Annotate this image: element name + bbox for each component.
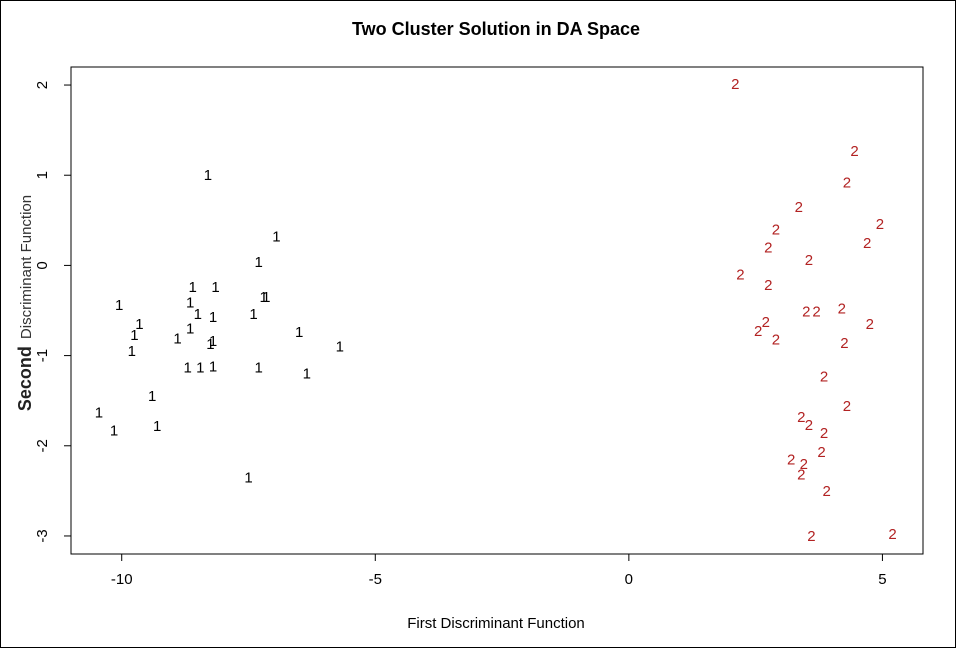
chart-title: Two Cluster Solution in DA Space <box>352 19 640 39</box>
y-tick-label: 0 <box>34 261 51 269</box>
x-tick-label: -5 <box>369 571 382 588</box>
data-point-cluster-2: 2 <box>797 467 805 484</box>
data-point-cluster-2: 2 <box>838 301 846 318</box>
data-point-cluster-2: 2 <box>800 456 808 473</box>
data-point-cluster-1: 1 <box>303 366 311 383</box>
data-point-cluster-2: 2 <box>812 303 820 320</box>
data-point-cluster-2: 2 <box>805 417 813 434</box>
data-point-cluster-2: 2 <box>754 323 762 340</box>
data-point-cluster-1: 1 <box>148 388 156 405</box>
data-point-cluster-1: 1 <box>173 330 181 347</box>
data-point-cluster-1: 1 <box>336 339 344 356</box>
svg-text:Second Discriminant Fu: Second Discriminant Function <box>15 195 35 411</box>
data-point-cluster-2: 2 <box>802 303 810 320</box>
data-point-cluster-2: 2 <box>797 409 805 426</box>
y-tick-label: -1 <box>34 349 51 362</box>
data-point-cluster-2: 2 <box>822 483 830 500</box>
data-point-cluster-2: 2 <box>762 314 770 331</box>
data-point-cluster-2: 2 <box>863 235 871 252</box>
x-tick-label: 5 <box>878 571 886 588</box>
data-point-cluster-1: 1 <box>128 343 136 360</box>
data-point-cluster-1: 1 <box>196 359 204 376</box>
data-point-cluster-2: 2 <box>876 216 884 233</box>
data-point-cluster-1: 1 <box>260 289 268 306</box>
data-point-cluster-2: 2 <box>736 266 744 283</box>
y-axis: -3 -2 -1 0 1 2 <box>34 81 72 543</box>
x-tick-label: 0 <box>625 571 633 588</box>
data-point-cluster-1: 1 <box>209 358 217 375</box>
x-tick-label: -10 <box>111 571 133 588</box>
data-point-cluster-2: 2 <box>764 277 772 294</box>
y-axis-label-bold: Second <box>15 346 35 411</box>
data-point-cluster-2: 2 <box>764 239 772 256</box>
data-point-cluster-1: 1 <box>189 279 197 296</box>
data-point-cluster-1: 1 <box>209 333 217 350</box>
data-point-cluster-1: 1 <box>254 359 262 376</box>
data-point-cluster-2: 2 <box>888 526 896 543</box>
y-tick-label: -3 <box>34 529 51 542</box>
y-tick-label: -2 <box>34 439 51 452</box>
data-point-cluster-1: 1 <box>186 294 194 311</box>
data-point-cluster-1: 1 <box>95 404 103 421</box>
data-point-cluster-1: 1 <box>153 418 161 435</box>
data-point-cluster-2: 2 <box>772 221 780 238</box>
x-axis-label: First Discriminant Function <box>407 615 585 632</box>
data-point-cluster-2: 2 <box>795 199 803 216</box>
data-point-cluster-1: 1 <box>206 336 214 353</box>
data-point-cluster-2: 2 <box>772 331 780 348</box>
data-point-cluster-2: 2 <box>807 528 815 545</box>
data-point-cluster-1: 1 <box>209 309 217 326</box>
data-point-cluster-1: 1 <box>272 229 280 246</box>
data-point-cluster-1: 1 <box>194 306 202 323</box>
data-point-cluster-2: 2 <box>787 451 795 468</box>
data-point-cluster-2: 2 <box>850 143 858 160</box>
data-point-cluster-1: 1 <box>115 297 123 314</box>
data-point-cluster-2: 2 <box>843 174 851 191</box>
data-point-cluster-1: 1 <box>295 324 303 341</box>
data-point-cluster-1: 1 <box>262 289 270 306</box>
data-point-cluster-1: 1 <box>249 306 257 323</box>
data-point-cluster-2: 2 <box>805 252 813 269</box>
data-point-cluster-1: 1 <box>183 359 191 376</box>
data-point-cluster-1: 1 <box>211 279 219 296</box>
data-point-cluster-1: 1 <box>186 321 194 338</box>
data-point-cluster-2: 2 <box>820 368 828 385</box>
data-point-cluster-1: 1 <box>244 469 252 486</box>
data-point-cluster-1: 1 <box>204 167 212 184</box>
data-point-cluster-1: 1 <box>135 316 143 333</box>
y-axis-label-rest: Discriminant Function <box>18 195 35 339</box>
data-point-cluster-2: 2 <box>820 425 828 442</box>
data-point-cluster-2: 2 <box>866 316 874 333</box>
data-point-cluster-1: 1 <box>254 254 262 271</box>
data-point-cluster-2: 2 <box>843 398 851 415</box>
data-point-cluster-2: 2 <box>840 335 848 352</box>
data-point-cluster-2: 2 <box>817 444 825 461</box>
y-tick-label: 1 <box>34 171 51 179</box>
data-point-cluster-2: 2 <box>731 76 739 93</box>
y-axis-label: Second Discriminant Function <box>15 195 35 411</box>
data-point-cluster-1: 1 <box>110 422 118 439</box>
data-point-cluster-1: 1 <box>130 327 138 344</box>
y-tick-label: 2 <box>34 81 51 89</box>
x-axis: -10 -5 0 5 <box>111 553 887 588</box>
